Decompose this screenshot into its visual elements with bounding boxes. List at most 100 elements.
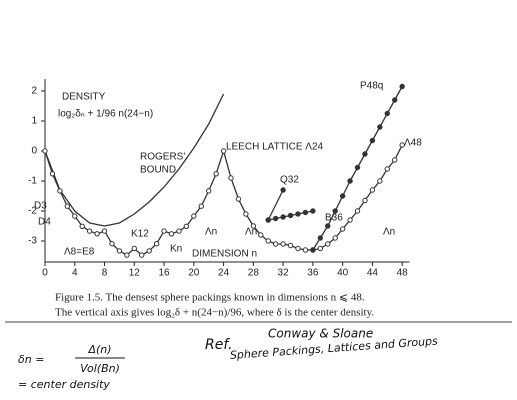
x-tick-label: 48: [397, 268, 409, 279]
x-tick-label: 8: [102, 268, 108, 279]
point: [369, 187, 376, 193]
point: [153, 241, 160, 247]
point: [139, 252, 145, 258]
annotation: Λn: [205, 227, 217, 238]
point: [399, 83, 405, 90]
point: [287, 242, 294, 249]
x-tick-label: 40: [337, 268, 349, 279]
annotation: B36: [325, 213, 343, 224]
series-line: [267, 189, 284, 221]
point: [243, 211, 249, 217]
point: [272, 215, 279, 222]
note: Ref.: [205, 337, 232, 353]
note: = center density: [18, 378, 110, 391]
point: [310, 208, 316, 214]
point: [265, 217, 271, 223]
note: δn =: [18, 353, 44, 366]
note: Δ(n): [87, 343, 111, 356]
x-tick-label: 0: [42, 268, 48, 279]
point: [64, 203, 71, 209]
annotation: Kn: [170, 244, 182, 255]
annotation: Λ48: [404, 138, 422, 149]
point: [392, 157, 398, 163]
annotation: Λn: [383, 227, 395, 238]
point: [228, 175, 234, 181]
x-tick-label: 12: [129, 268, 141, 279]
point: [310, 247, 316, 253]
point: [176, 228, 182, 234]
point: [295, 211, 301, 217]
y-formula: log₂δₙ + 1/96 n(24−n): [58, 109, 153, 120]
point: [131, 245, 137, 252]
point: [325, 223, 331, 229]
point: [42, 148, 48, 154]
point: [168, 231, 175, 237]
point: [399, 142, 405, 148]
annotation: D4: [38, 217, 51, 228]
annotation: K12: [131, 229, 149, 240]
point: [72, 213, 78, 219]
point: [280, 214, 286, 220]
annotation: Q32: [280, 175, 299, 186]
annotation: LEECH LATTICE Λ24: [226, 142, 324, 153]
point: [235, 196, 242, 202]
point: [384, 110, 390, 117]
y-tick-label: -1: [28, 176, 37, 187]
y-tick-label: 0: [31, 146, 37, 157]
point: [265, 238, 271, 244]
point: [377, 178, 383, 184]
chart-title: DENSITY: [62, 92, 106, 103]
y-tick-label: -2: [28, 206, 37, 217]
point: [213, 171, 219, 177]
y-tick-label: 2: [31, 86, 37, 97]
point: [295, 245, 301, 252]
x-tick-label: 32: [278, 268, 290, 279]
point: [354, 208, 361, 214]
point: [302, 247, 309, 253]
point: [332, 235, 338, 241]
caption: Figure 1.5. The densest sphere packings …: [55, 292, 365, 304]
point: [347, 217, 353, 223]
series-line: [44, 93, 225, 227]
point: [183, 223, 190, 230]
point: [354, 164, 361, 171]
point: [161, 228, 167, 234]
x-label: DIMENSION n: [192, 249, 257, 260]
annotation: P48q: [360, 81, 383, 92]
annotation: BOUND: [140, 165, 176, 176]
point: [220, 148, 227, 154]
point: [377, 124, 383, 130]
x-tick-label: 24: [218, 268, 230, 279]
x-tick-label: 16: [158, 268, 170, 279]
point: [347, 178, 353, 184]
point: [79, 223, 85, 230]
caption: The vertical axis gives log₂δ + n(24−n)/…: [55, 307, 374, 319]
point: [57, 188, 63, 194]
annotation: ROGERS': [140, 152, 185, 163]
point: [258, 232, 264, 238]
annotation: Λn: [245, 227, 257, 238]
point: [250, 223, 257, 229]
point: [384, 166, 390, 172]
y-tick-label: 1: [31, 116, 37, 127]
point: [325, 241, 331, 247]
note: Vol(Bn): [80, 362, 120, 375]
point: [317, 245, 324, 252]
point: [94, 231, 100, 237]
point: [369, 137, 376, 144]
point: [49, 171, 56, 177]
point: [116, 248, 123, 254]
point: [86, 228, 93, 234]
point: [191, 213, 197, 219]
point: [302, 209, 309, 216]
point: [101, 228, 108, 234]
point: [109, 241, 115, 247]
point: [287, 212, 294, 219]
point: [362, 197, 368, 204]
point: [339, 226, 346, 232]
point: [280, 241, 286, 247]
annotation: D3: [34, 201, 47, 212]
point: [362, 151, 368, 157]
point: [146, 248, 152, 254]
